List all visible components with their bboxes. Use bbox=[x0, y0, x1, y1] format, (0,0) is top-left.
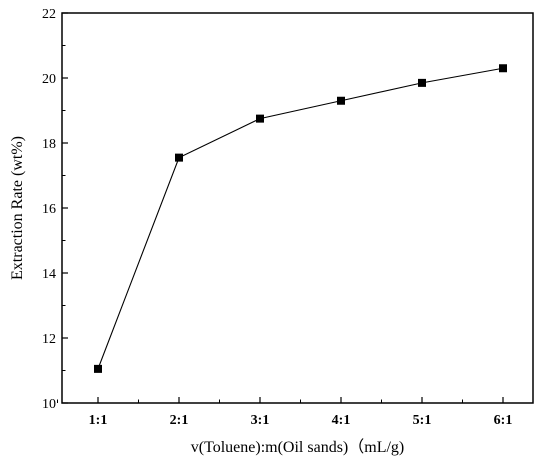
y-tick-label: 20 bbox=[42, 72, 56, 87]
data-point bbox=[337, 96, 345, 105]
series-line bbox=[97, 67, 504, 370]
data-point bbox=[175, 153, 183, 162]
x-axis: 1:1 2:1 3:1 4:1 5:1 6:1 bbox=[57, 397, 513, 428]
x-tick-label: 5:1 bbox=[413, 413, 432, 428]
x-tick-label: 6:1 bbox=[494, 413, 513, 428]
y-axis: 10 12 14 16 18 20 22 bbox=[42, 7, 68, 412]
data-point bbox=[499, 64, 507, 73]
x-tick-label: 3:1 bbox=[251, 413, 270, 428]
x-tick-label: 1:1 bbox=[89, 413, 108, 428]
y-axis-title: Extraction Rate (wt%) bbox=[9, 136, 26, 280]
y-tick-label: 14 bbox=[42, 267, 56, 282]
x-tick-label: 2:1 bbox=[170, 413, 189, 428]
y-tick-label: 10 bbox=[42, 397, 56, 412]
data-point bbox=[94, 364, 102, 373]
series-layer bbox=[94, 64, 507, 373]
y-tick-label: 12 bbox=[42, 332, 56, 347]
data-point bbox=[418, 78, 426, 87]
x-axis-title: v(Toluene):m(Oil sands)（mL/g) bbox=[191, 438, 405, 456]
y-tick-label: 22 bbox=[42, 7, 56, 22]
x-tick-label: 4:1 bbox=[332, 413, 351, 428]
data-point bbox=[256, 114, 264, 123]
y-tick-label: 16 bbox=[42, 202, 56, 217]
y-tick-label: 18 bbox=[42, 137, 56, 152]
plot-frame bbox=[61, 12, 534, 404]
